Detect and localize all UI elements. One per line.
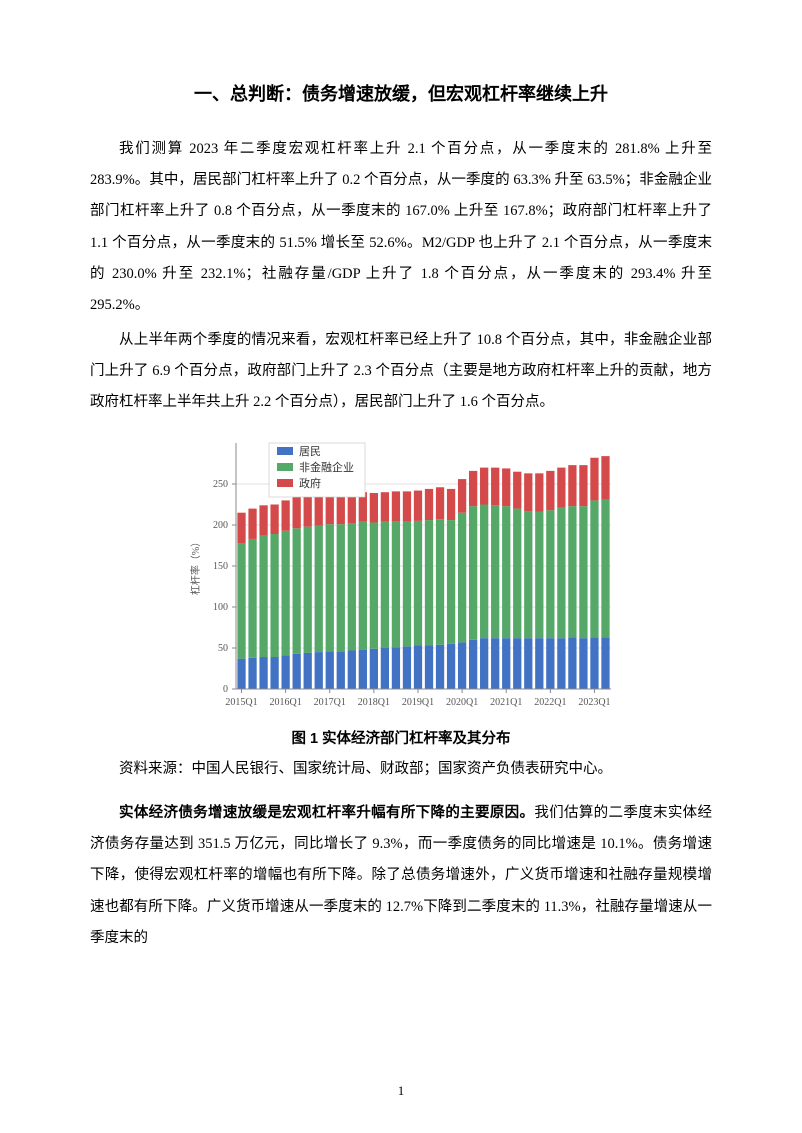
svg-text:政府: 政府	[299, 476, 321, 490]
svg-text:2021Q1: 2021Q1	[490, 697, 522, 708]
svg-text:150: 150	[213, 561, 228, 572]
svg-text:2023Q1: 2023Q1	[578, 697, 610, 708]
figure-caption: 图 1 实体经济部门杠杆率及其分布	[90, 727, 712, 748]
leverage-chart: 0 50 100 150 200 250 2015Q1 2016Q1 2017Q1 2018Q1…	[181, 431, 621, 721]
svg-text:2016Q1: 2016Q1	[270, 697, 302, 708]
svg-text:2022Q1: 2022Q1	[534, 697, 566, 708]
svg-text:2020Q1: 2020Q1	[446, 697, 478, 708]
page-number: 1	[0, 1083, 802, 1099]
paragraph-1: 我们测算 2023 年二季度宏观杠杆率上升 2.1 个百分点，从一季度末的 28…	[90, 134, 712, 321]
svg-text:2017Q1: 2017Q1	[314, 697, 346, 708]
chart-svg: 0 50 100 150 200 250 2015Q1 2016Q1 2017Q1 2018Q1…	[181, 431, 621, 721]
paragraph-3-rest: 我们估算的二季度末实体经济债务存量达到 351.5 万亿元，同比增长了 9.3%…	[90, 805, 712, 946]
svg-text:居民: 居民	[299, 446, 321, 458]
svg-text:2015Q1: 2015Q1	[225, 697, 257, 708]
section-heading: 一、总判断：债务增速放缓，但宏观杠杆率继续上升	[90, 80, 712, 106]
paragraph-2: 从上半年两个季度的情况来看，宏观杠杆率已经上升了 10.8 个百分点，其中，非金…	[90, 325, 712, 419]
paragraph-3-lead: 实体经济债务增速放缓是宏观杠杆率升幅有所下降的主要原因。	[119, 805, 534, 821]
chart-legend: 居民非金融企业政府	[269, 443, 365, 497]
svg-text:50: 50	[218, 643, 228, 654]
figure-source: 资料来源：中国人民银行、国家统计局、财政部；国家资产负债表研究中心。	[90, 754, 712, 784]
svg-text:2018Q1: 2018Q1	[358, 697, 390, 708]
svg-text:250: 250	[213, 479, 228, 490]
svg-text:100: 100	[213, 602, 228, 613]
y-axis-label: 杠杆率（%）	[189, 536, 202, 594]
svg-text:2019Q1: 2019Q1	[402, 697, 434, 708]
paragraph-3: 实体经济债务增速放缓是宏观杠杆率升幅有所下降的主要原因。我们估算的二季度末实体经…	[90, 798, 712, 954]
svg-text:非金融企业: 非金融企业	[299, 460, 354, 474]
svg-text:200: 200	[213, 520, 228, 531]
svg-text:0: 0	[223, 684, 228, 695]
